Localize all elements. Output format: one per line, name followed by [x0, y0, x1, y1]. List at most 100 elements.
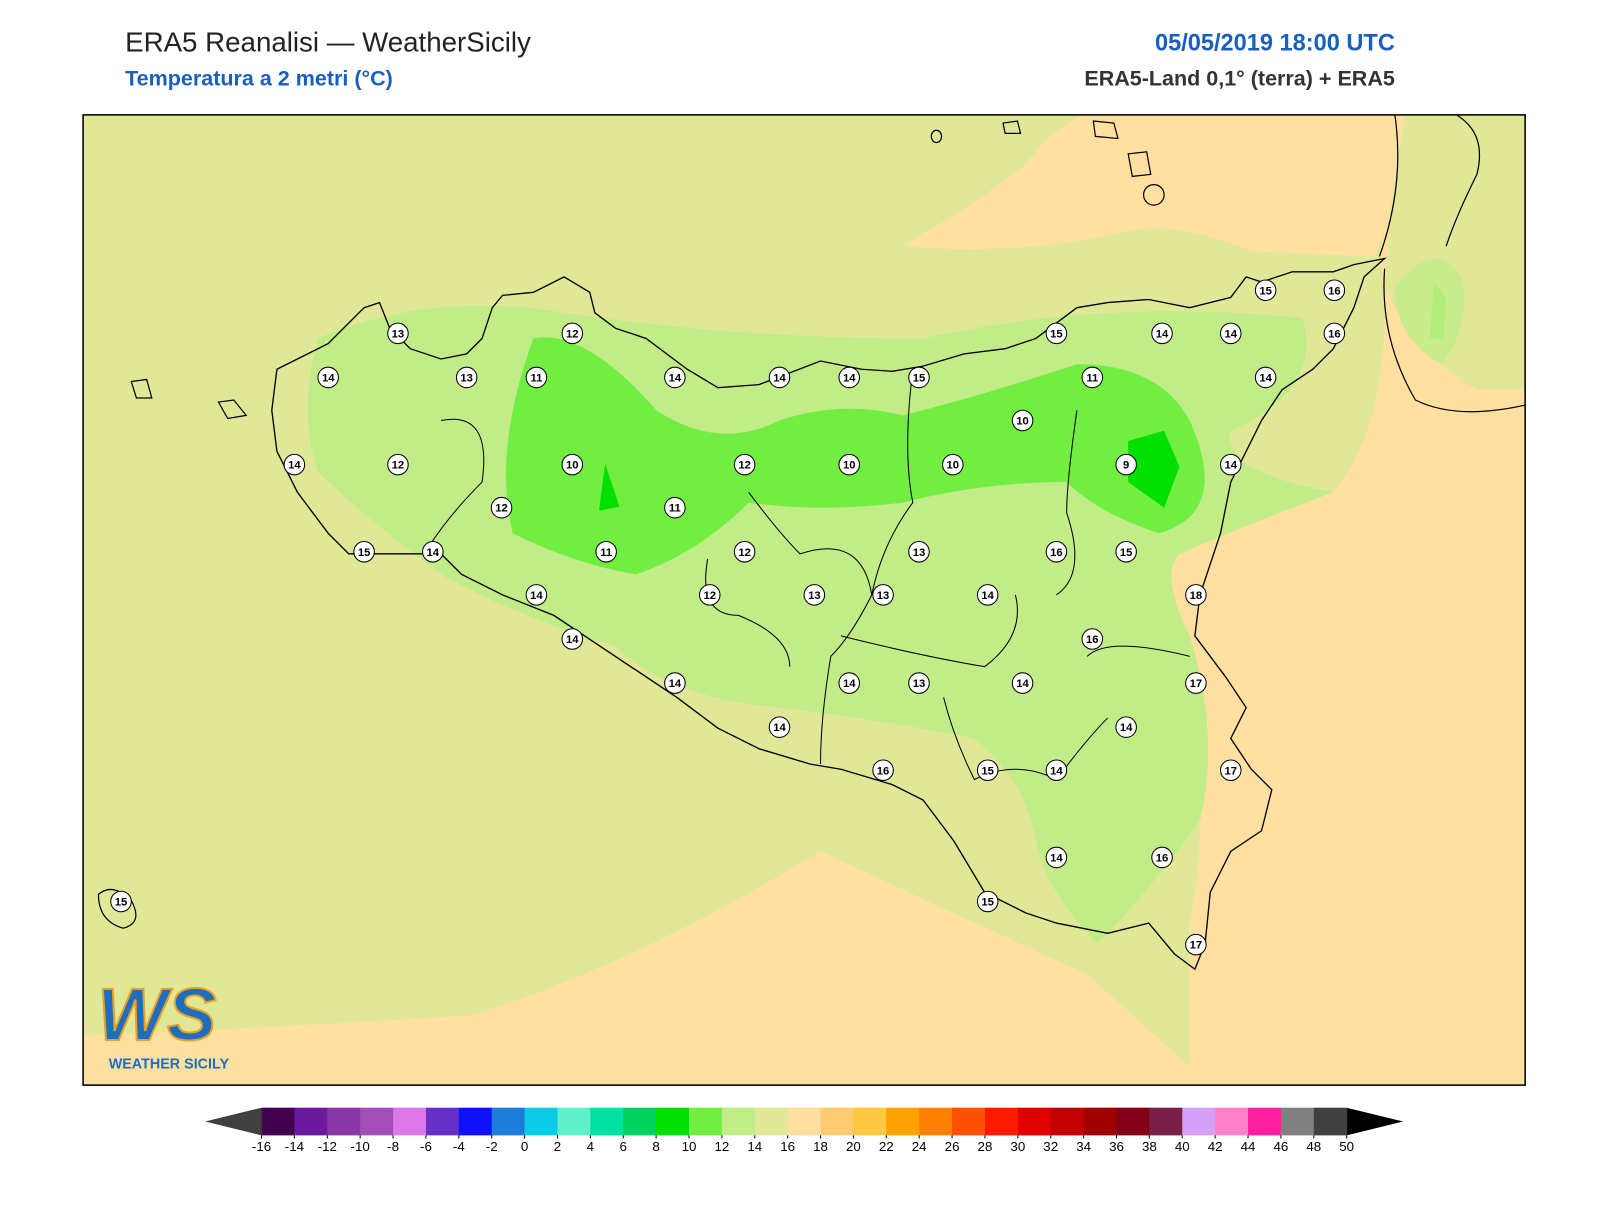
- station-value: 14: [981, 590, 994, 602]
- colorbar-tick-label: -6: [420, 1139, 432, 1154]
- station-value: 14: [1050, 852, 1063, 864]
- map: [83, 114, 1526, 1086]
- colorbar-tick-label: 8: [652, 1139, 659, 1154]
- colorbar-under: [205, 1107, 262, 1136]
- station-value: 14: [322, 372, 335, 384]
- station-marker: [908, 366, 930, 389]
- colorbar-segment: [1280, 1107, 1315, 1136]
- colorbar: -16 -14 -12 -10 -8 -6 -4 -2 0 2 4 6 8 10 12 14 16 18 20 22 2…: [205, 1107, 1404, 1154]
- station-marker: [1115, 541, 1137, 563]
- colorbar-tick-label: 36: [1109, 1139, 1124, 1154]
- station-marker: [525, 584, 548, 606]
- colorbar-tick-label: 48: [1306, 1139, 1321, 1154]
- colorbar-tick-label: -10: [351, 1139, 370, 1154]
- colorbar-segment: [294, 1107, 328, 1136]
- station-value: 14: [566, 634, 579, 646]
- station-marker: [1045, 846, 1068, 869]
- station-value: 13: [808, 590, 821, 602]
- colorbar-segment: [984, 1107, 1019, 1136]
- source: ERA5-Land 0,1° (terra) + ERA5: [1084, 67, 1395, 91]
- colorbar-tick-label: -16: [252, 1139, 271, 1154]
- station-value: 11: [1086, 372, 1098, 384]
- colorbar-segment: [820, 1107, 854, 1136]
- colorbar-segment: [754, 1107, 789, 1136]
- station-marker: [1185, 672, 1207, 694]
- station-marker: [976, 759, 999, 782]
- station-value: 14: [669, 372, 682, 384]
- colorbar-tick-label: 20: [846, 1139, 861, 1154]
- stations: 13 14 13 11 12 14 14 14 15 15 14 14 15 16 16 11 14 10 14 12…: [110, 279, 1346, 956]
- station-value: 14: [427, 547, 440, 559]
- station-value: 15: [1120, 547, 1133, 559]
- station-marker: [664, 496, 686, 519]
- station-marker: [908, 541, 930, 563]
- logo: WS WEATHER SICILY: [96, 972, 229, 1072]
- station-value: 14: [1156, 328, 1169, 340]
- warm-area: [1056, 114, 1526, 1086]
- station-marker: [561, 628, 584, 650]
- station-value: 14: [669, 678, 682, 690]
- colorbar-segment: [327, 1107, 361, 1136]
- station-value: 14: [843, 678, 856, 690]
- station-value: 14: [1050, 765, 1063, 777]
- colorbar-segment: [1116, 1107, 1150, 1136]
- colorbar-segment: [1215, 1107, 1249, 1136]
- station-value: 14: [1225, 328, 1238, 340]
- colorbar-tick-label: 16: [780, 1139, 795, 1154]
- station-marker: [110, 890, 132, 913]
- islands: [97, 120, 1165, 929]
- station-marker: [1220, 322, 1242, 345]
- station-value: 15: [1259, 285, 1272, 297]
- station-marker: [1115, 453, 1137, 476]
- warm-area: [902, 114, 1526, 257]
- station-value: 13: [460, 372, 473, 384]
- colorbar-tick-label: 30: [1010, 1139, 1025, 1154]
- colorbar-segment: [524, 1107, 558, 1136]
- station-marker: [1220, 453, 1242, 476]
- colorbar-tick-label: 44: [1241, 1139, 1256, 1154]
- coastline: [271, 257, 1387, 971]
- station-marker: [455, 366, 478, 389]
- colorbar-tick-label: 34: [1076, 1139, 1091, 1154]
- colorbar-segment: [787, 1107, 822, 1136]
- station-marker: [387, 453, 409, 476]
- warm-area: [83, 851, 1211, 1086]
- colorbar-segment: [1050, 1107, 1085, 1136]
- datetime: 05/05/2019 18:00 UTC: [1155, 29, 1395, 55]
- colorbar-segment: [590, 1107, 624, 1136]
- station-value: 15: [913, 372, 926, 384]
- station-value: 14: [1225, 460, 1238, 472]
- station-marker: [838, 366, 860, 389]
- station-marker: [1323, 279, 1346, 302]
- colorbar-segment: [557, 1107, 591, 1136]
- colorbar-segment: [261, 1107, 295, 1136]
- station-value: 16: [1156, 852, 1169, 864]
- station-value: 12: [738, 460, 751, 472]
- station-marker: [353, 541, 375, 563]
- station-marker: [664, 366, 686, 389]
- station-marker: [1115, 716, 1137, 738]
- station-marker: [768, 366, 791, 389]
- coldest-area: [1128, 430, 1180, 508]
- station-marker: [1045, 541, 1068, 563]
- colorbar-tick-label: 42: [1208, 1139, 1223, 1154]
- station-value: 14: [288, 460, 301, 472]
- colorbar-tick-label: 46: [1273, 1139, 1288, 1154]
- calabria-coast: [1378, 114, 1526, 413]
- station-value: 10: [843, 460, 856, 472]
- title: ERA5 Reanalisi — WeatherSicily: [125, 26, 531, 57]
- colorbar-segment: [853, 1107, 887, 1136]
- station-value: 15: [981, 897, 994, 909]
- colorbar-segment: [1083, 1107, 1118, 1136]
- station-marker: [1081, 628, 1104, 650]
- station-marker: [976, 890, 999, 913]
- station-value: 17: [1190, 678, 1203, 690]
- station-marker: [595, 541, 617, 563]
- station-marker: [1081, 366, 1104, 389]
- colorbar-segment: [425, 1107, 460, 1136]
- colorbar-tick-label: 12: [714, 1139, 729, 1154]
- station-marker: [1323, 322, 1346, 345]
- colorbar-tick-label: 10: [682, 1139, 697, 1154]
- station-value: 12: [703, 590, 716, 602]
